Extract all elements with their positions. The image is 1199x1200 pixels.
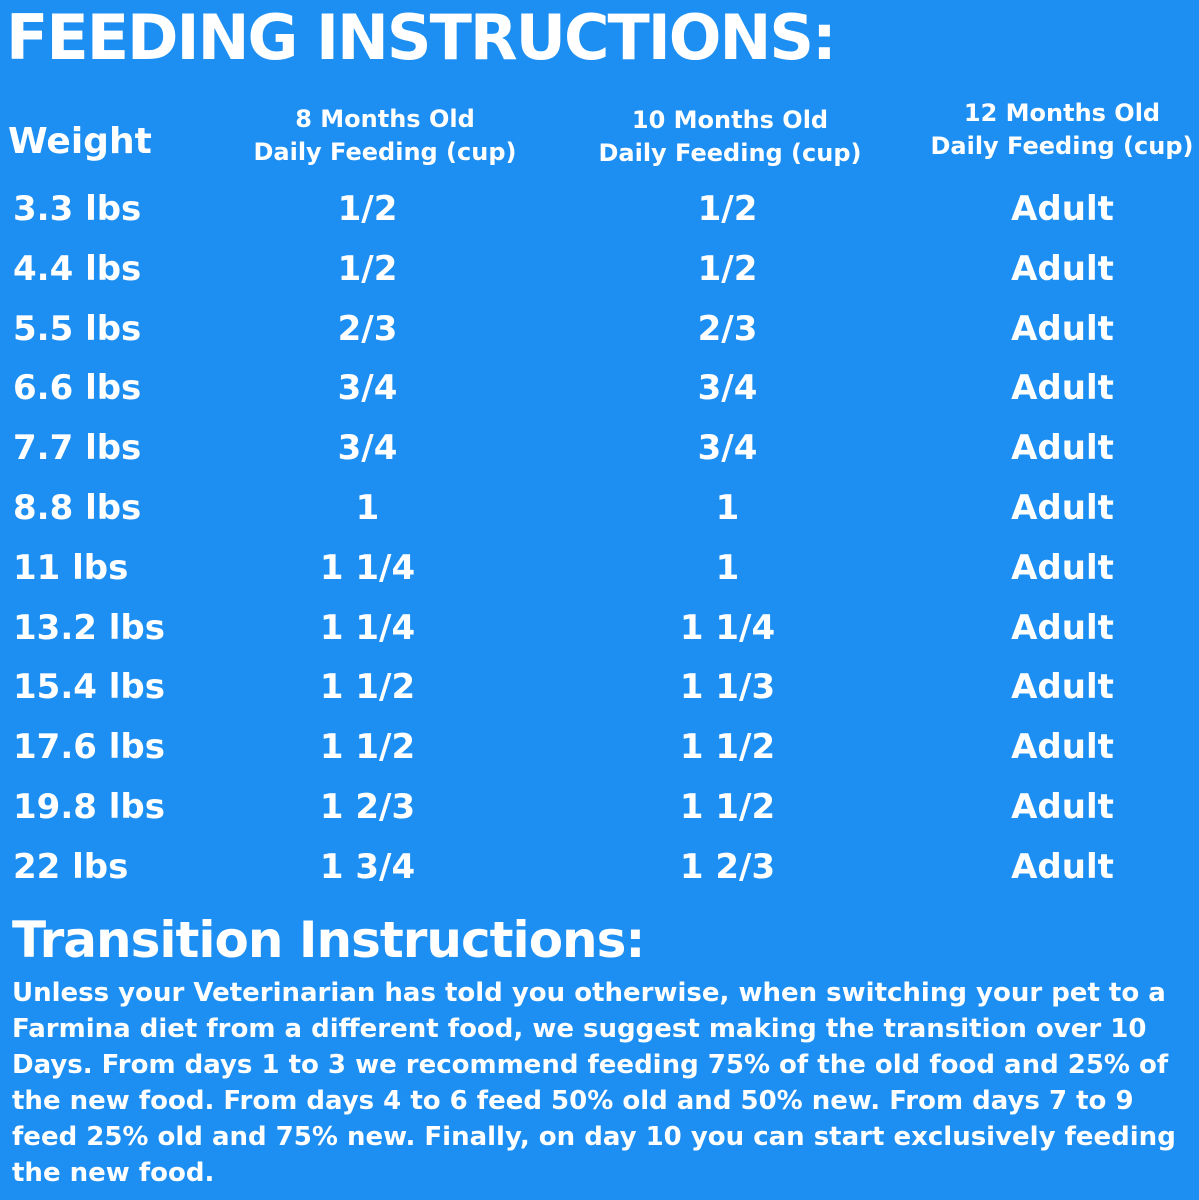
column-header-10-months-line1: 10 Months Old xyxy=(631,106,829,134)
feeding-12-months-cell: Adult xyxy=(1011,428,1114,469)
transition-title: Transition Instructions: xyxy=(12,911,645,969)
column-header-8-months-line1: 8 Months Old xyxy=(295,105,475,133)
feeding-12-months-cell: Adult xyxy=(1011,667,1114,708)
feeding-12-months-cell: Adult xyxy=(1011,607,1114,648)
feeding-10-months-cell: 1 1/2 xyxy=(679,727,776,768)
table-row: 5.5 lbs 2/3 2/3 Adult xyxy=(0,299,1199,359)
table-row: 15.4 lbs 1 1/2 1 1/3 Adult xyxy=(0,657,1199,717)
feeding-8-months-cell: 1 1/4 xyxy=(319,547,416,588)
feeding-12-months-cell: Adult xyxy=(1011,248,1114,289)
feeding-10-months-cell: 1 1/2 xyxy=(679,787,776,827)
feeding-10-months-cell: 3/4 xyxy=(697,428,758,469)
weight-column-header: Weight xyxy=(8,121,152,162)
table-row: 6.6 lbs 3/4 3/4 Adult xyxy=(0,358,1199,418)
feeding-12-months-cell: Adult xyxy=(1011,368,1114,409)
feeding-8-months-cell: 2/3 xyxy=(337,308,398,349)
feeding-12-months-cell: Adult xyxy=(1011,547,1114,588)
feeding-8-months-cell: 1 3/4 xyxy=(319,846,416,887)
feeding-8-months-cell: 1/2 xyxy=(337,248,398,289)
feeding-12-months-cell: Adult xyxy=(1011,189,1114,229)
feeding-10-months-cell: 3/4 xyxy=(697,368,758,409)
feeding-12-months-cell: Adult xyxy=(1011,787,1114,827)
feeding-8-months-cell: 1 1/2 xyxy=(319,727,416,768)
weight-cell: 4.4 lbs xyxy=(13,248,142,289)
table-row: 19.8 lbs 1 2/3 1 1/2 Adult xyxy=(0,777,1199,837)
feeding-10-months-cell: 1 1/3 xyxy=(679,667,776,708)
table-row: 11 lbs 1 1/4 1 Adult xyxy=(0,538,1199,598)
feeding-12-months-cell: Adult xyxy=(1011,727,1114,768)
feeding-12-months-cell: Adult xyxy=(1011,488,1114,528)
weight-cell: 19.8 lbs xyxy=(13,787,165,827)
feeding-10-months-cell: 1/2 xyxy=(697,189,758,229)
weight-cell: 17.6 lbs xyxy=(13,727,165,768)
feeding-12-months-cell: Adult xyxy=(1011,846,1114,887)
weight-cell: 8.8 lbs xyxy=(13,488,142,528)
weight-cell: 7.7 lbs xyxy=(13,428,142,469)
feeding-10-months-cell: 1 xyxy=(715,547,740,588)
table-row: 22 lbs 1 3/4 1 2/3 Adult xyxy=(0,837,1199,897)
weight-cell: 15.4 lbs xyxy=(13,667,165,708)
column-header-10-months: 10 Months Old Daily Feeding (cup) xyxy=(595,104,865,170)
column-header-12-months: 12 Months Old Daily Feeding (cup) xyxy=(927,97,1197,163)
feeding-10-months-cell: 1 xyxy=(715,488,740,528)
column-header-12-months-line1: 12 Months Old xyxy=(963,99,1161,127)
feeding-12-months-cell: Adult xyxy=(1011,308,1114,349)
column-header-8-months-line2: Daily Feeding (cup) xyxy=(253,138,517,166)
feeding-10-months-cell: 1 1/4 xyxy=(679,607,776,648)
column-header-10-months-line2: Daily Feeding (cup) xyxy=(598,139,862,167)
table-row: 4.4 lbs 1/2 1/2 Adult xyxy=(0,239,1199,299)
feeding-8-months-cell: 3/4 xyxy=(337,368,398,409)
page-title: FEEDING INSTRUCTIONS: xyxy=(6,1,837,74)
transition-text: Unless your Veterinarian has told you ot… xyxy=(12,978,1176,1188)
feeding-8-months-cell: 1 2/3 xyxy=(319,787,416,827)
feeding-8-months-cell: 1/2 xyxy=(337,189,398,229)
column-header-8-months: 8 Months Old Daily Feeding (cup) xyxy=(250,103,520,169)
column-header-12-months-line2: Daily Feeding (cup) xyxy=(930,132,1194,160)
weight-cell: 13.2 lbs xyxy=(13,607,165,648)
feeding-10-months-cell: 2/3 xyxy=(697,308,758,349)
table-row: 8.8 lbs 1 1 Adult xyxy=(0,478,1199,538)
weight-cell: 11 lbs xyxy=(13,547,129,588)
weight-cell: 6.6 lbs xyxy=(13,368,142,409)
feeding-10-months-cell: 1 2/3 xyxy=(679,846,776,887)
feeding-8-months-cell: 1 1/4 xyxy=(319,607,416,648)
table-row: 3.3 lbs 1/2 1/2 Adult xyxy=(0,179,1199,239)
table-row: 13.2 lbs 1 1/4 1 1/4 Adult xyxy=(0,598,1199,658)
weight-cell: 5.5 lbs xyxy=(13,308,142,349)
table-row: 7.7 lbs 3/4 3/4 Adult xyxy=(0,418,1199,478)
table-row: 17.6 lbs 1 1/2 1 1/2 Adult xyxy=(0,717,1199,777)
feeding-8-months-cell: 3/4 xyxy=(337,428,398,469)
weight-cell: 22 lbs xyxy=(13,846,129,887)
feeding-10-months-cell: 1/2 xyxy=(697,248,758,289)
feeding-8-months-cell: 1 xyxy=(355,488,380,528)
weight-cell: 3.3 lbs xyxy=(13,189,142,229)
feeding-8-months-cell: 1 1/2 xyxy=(319,667,416,708)
